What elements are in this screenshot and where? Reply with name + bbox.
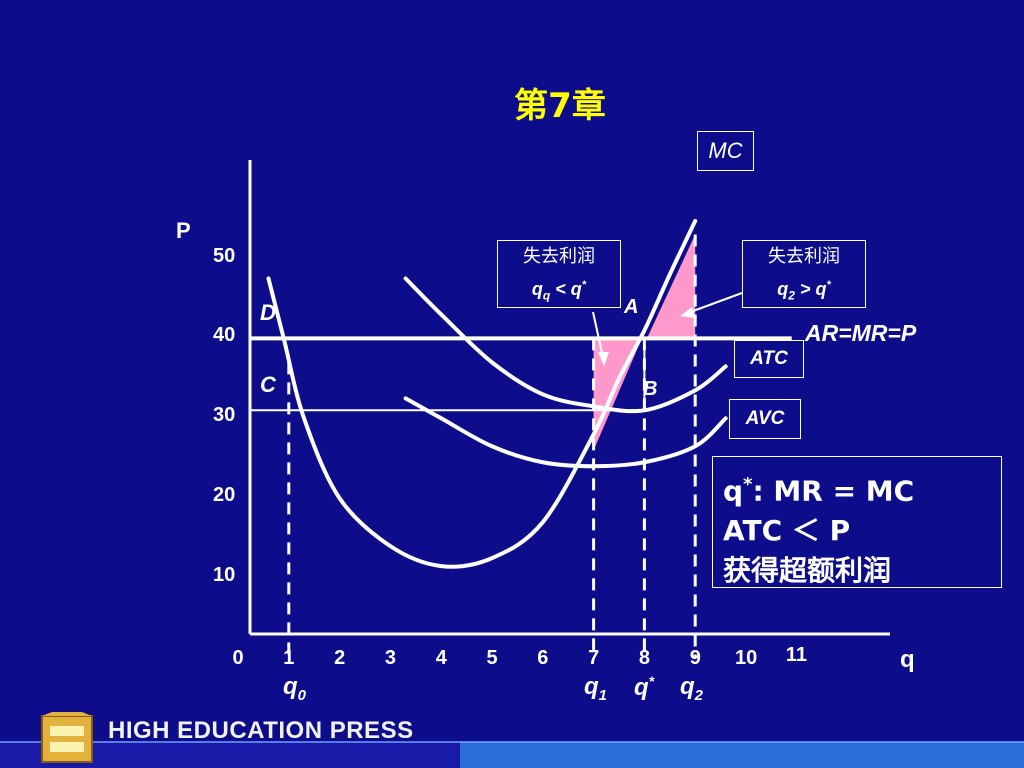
y-tick-label: 40	[213, 324, 236, 347]
right-callout-arrowhead	[680, 307, 695, 318]
x-tick-label: 7	[588, 647, 600, 669]
left-callout-title: 失去利润	[523, 246, 595, 267]
right-callout-title: 失去利润	[768, 246, 840, 267]
conclusion-line-3: 获得超额利润	[723, 554, 892, 588]
y-tick-label: 20	[213, 484, 236, 507]
x-tick-label: 5	[486, 647, 498, 669]
x-tick-label: 2	[334, 647, 346, 669]
atc-curve	[403, 276, 728, 414]
footer-text: HIGH EDUCATION PRESS	[108, 717, 414, 744]
y-axis-label: P	[176, 218, 191, 243]
conclusion-line-1: q*: MR = MC	[723, 474, 915, 508]
press-logo-icon	[41, 712, 93, 763]
x-tick-label: 6	[537, 647, 549, 669]
x-tick-label: 4	[435, 647, 447, 669]
left-callout-arrowhead	[598, 352, 609, 366]
right-callout-formula: q2 > q*	[777, 279, 831, 303]
y-tick-label: 10	[213, 564, 236, 587]
avc-curve	[403, 396, 728, 469]
x-tick-label: 11	[785, 644, 807, 666]
q1-label: q1	[584, 673, 608, 704]
q0-label: q0	[283, 673, 307, 704]
point-a-label: A	[624, 296, 639, 318]
x-axis-label: q	[900, 646, 915, 673]
x-tick-label: 9	[689, 647, 701, 669]
point-c-label: C	[260, 372, 276, 397]
point-b-label: B	[643, 378, 658, 400]
y-tick-label: 30	[213, 404, 236, 427]
avc-label-box: AVC	[729, 399, 801, 439]
point-d-label: D	[260, 300, 276, 325]
right-callout-arrow	[684, 292, 743, 315]
avc-label: AVC	[745, 408, 785, 429]
lost-profit-area-left	[593, 338, 642, 451]
left-callout: 失去利润 qq < q*	[497, 240, 621, 308]
y-tick-label: 50	[213, 244, 236, 267]
lost-profit-area-right	[646, 234, 696, 339]
footer-bar	[0, 712, 1024, 768]
x-tick-label: 0	[232, 647, 244, 669]
atc-label-box: ATC	[734, 340, 804, 378]
conclusion-box: q*: MR = MC ATC ＜ P 获得超额利润	[712, 456, 1002, 588]
mc-curve	[266, 218, 698, 569]
price-line-label: AR=MR=P	[805, 320, 917, 346]
right-callout: 失去利润 q2 > q*	[742, 240, 866, 308]
x-tick-label: 8	[638, 647, 651, 669]
mc-label-box: MC	[697, 131, 754, 171]
atc-label: ATC	[750, 348, 788, 369]
qstar-label: q*	[634, 673, 655, 701]
x-tick-label: 10	[735, 647, 758, 669]
x-tick-label: 1	[283, 647, 295, 669]
x-tick-label: 3	[384, 647, 397, 669]
q2-label: q2	[680, 673, 704, 704]
slide-title: 第7章	[514, 86, 606, 126]
left-callout-formula: qq < q*	[531, 279, 587, 303]
conclusion-line-2: ATC ＜ P	[723, 514, 851, 548]
mc-label: MC	[708, 138, 743, 163]
